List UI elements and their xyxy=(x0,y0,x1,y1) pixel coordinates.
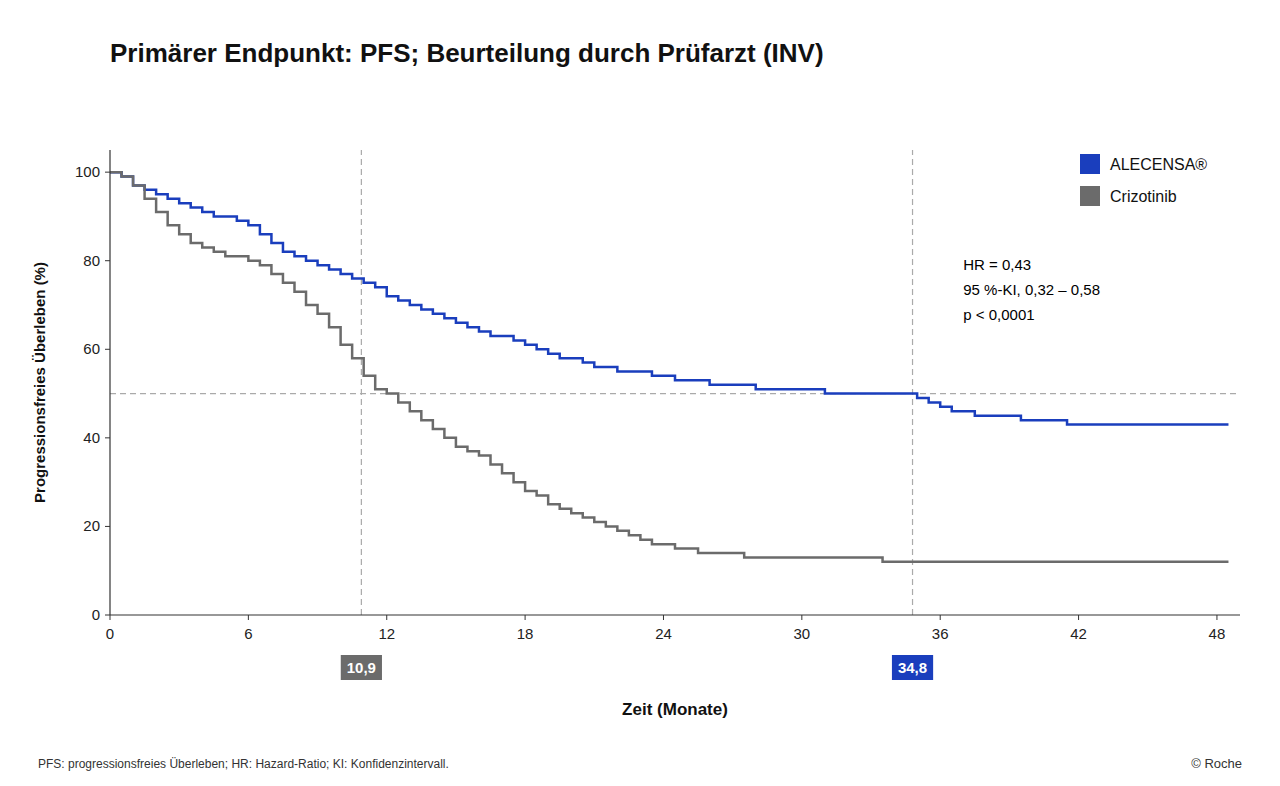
copyright: © Roche xyxy=(1191,756,1242,771)
title: Primärer Endpunkt: PFS; Beurteilung durc… xyxy=(110,38,824,68)
legend-swatch xyxy=(1080,154,1100,174)
x-axis-line xyxy=(110,614,1240,615)
x-tick xyxy=(110,615,111,620)
x-tick xyxy=(1216,615,1217,620)
y-tick-label: 20 xyxy=(83,517,100,534)
median-label: 34,8 xyxy=(892,655,933,680)
median-label-box xyxy=(341,655,382,680)
x-tick-label: 24 xyxy=(655,625,672,642)
y-tick xyxy=(105,349,110,350)
x-tick xyxy=(1078,615,1079,620)
x-tick xyxy=(525,615,526,620)
x-axis-label: Zeit (Monate) xyxy=(622,700,728,719)
x-tick xyxy=(386,615,387,620)
x-tick-label: 42 xyxy=(1070,625,1087,642)
x-tick xyxy=(940,615,941,620)
median-label-text: 10,9 xyxy=(347,659,376,676)
x-tick xyxy=(663,615,664,620)
legend-label: Crizotinib xyxy=(1110,188,1177,205)
annotation-line: 95 %-KI, 0,32 – 0,58 xyxy=(963,281,1100,298)
y-tick-label: 100 xyxy=(75,163,100,180)
reference-line xyxy=(110,393,1240,394)
plot-area xyxy=(110,150,1240,615)
y-tick xyxy=(105,437,110,438)
legend-swatch xyxy=(1080,186,1100,206)
x-tick xyxy=(801,615,802,620)
axes: 0 6 12 18 24 30 36 42 48 0 20 40 60 80 100 xyxy=(75,150,1240,642)
y-tick-label: 40 xyxy=(83,429,100,446)
chart: Primärer Endpunkt: PFS; Beurteilung durc… xyxy=(0,0,1280,786)
annotation-line: HR = 0,43 xyxy=(963,256,1031,273)
x-tick-label: 12 xyxy=(378,625,395,642)
x-tick-label: 6 xyxy=(244,625,252,642)
median-line xyxy=(361,150,362,615)
km-curve xyxy=(110,172,1228,562)
x-tick-label: 18 xyxy=(517,625,534,642)
y-axis-line xyxy=(109,150,110,615)
annotation: HR = 0,43 95 %-KI, 0,32 – 0,58 p < 0,0001 xyxy=(963,256,1100,323)
km-curve xyxy=(110,172,1228,424)
y-tick-label: 60 xyxy=(83,340,100,357)
x-tick-label: 36 xyxy=(932,625,949,642)
median-label-box xyxy=(892,655,933,680)
y-tick xyxy=(105,260,110,261)
median-line xyxy=(912,150,913,615)
y-tick xyxy=(105,615,110,616)
y-axis-label: Progressionsfreies Überleben (%) xyxy=(31,262,48,503)
legend-label: ALECENSA® xyxy=(1110,156,1207,173)
y-tick-label: 80 xyxy=(83,252,100,269)
y-tick xyxy=(105,172,110,173)
x-tick-label: 48 xyxy=(1209,625,1226,642)
footnote: PFS: progressionsfreies Überleben; HR: H… xyxy=(38,757,449,771)
x-tick-label: 30 xyxy=(793,625,810,642)
legend: ALECENSA® Crizotinib xyxy=(1080,154,1207,206)
annotation-line: p < 0,0001 xyxy=(963,306,1034,323)
x-tick-label: 0 xyxy=(106,625,114,642)
x-tick xyxy=(248,615,249,620)
median-label-text: 34,8 xyxy=(898,659,927,676)
y-tick xyxy=(105,526,110,527)
y-tick-label: 0 xyxy=(92,606,100,623)
median-label: 10,9 xyxy=(341,655,382,680)
